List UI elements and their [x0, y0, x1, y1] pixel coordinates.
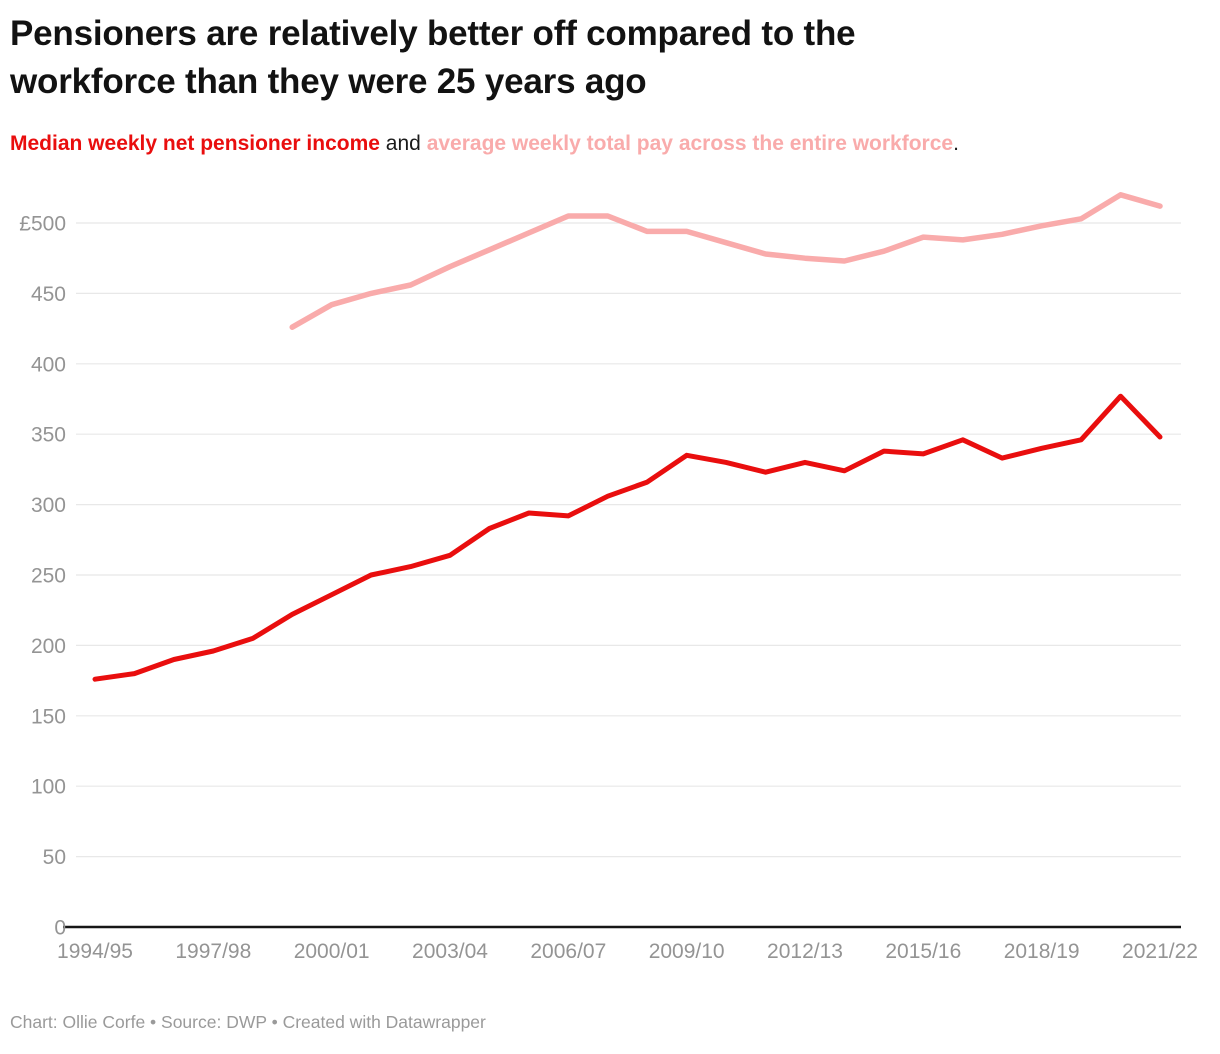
x-axis-label: 2000/01 — [294, 940, 370, 963]
subtitle-workforce-label: average weekly total pay across the enti… — [426, 132, 954, 155]
y-axis-label: 200 — [31, 635, 66, 658]
x-axis-label: 2003/04 — [412, 940, 488, 963]
y-axis-label: 150 — [31, 705, 66, 728]
y-axis-labels: 0 50 100 150 200 250 300 350 400 450 £500 — [19, 213, 66, 940]
chart-title-line2: workforce than they were 25 years ago — [10, 62, 647, 101]
x-axis-label: 2021/22 — [1122, 940, 1198, 963]
subtitle-period: . — [953, 132, 959, 155]
x-axis-label: 2015/16 — [885, 940, 961, 963]
y-axis-label: 300 — [31, 494, 66, 517]
subtitle-and-text: and — [385, 132, 421, 155]
y-axis-label: 50 — [43, 846, 66, 869]
subtitle-pensioner-label: Median weekly net pensioner income — [10, 132, 380, 155]
x-axis-label: 1997/98 — [175, 940, 251, 963]
x-axis-labels: 1994/95 1997/98 2000/01 2003/04 2006/07 2009/… — [57, 940, 1198, 963]
x-axis-label: 1994/95 — [57, 940, 133, 963]
chart-credit: Chart: Ollie Corfe • Source: DWP • Creat… — [10, 1012, 486, 1032]
x-axis-label: 2009/10 — [649, 940, 725, 963]
x-axis-label: 2012/13 — [767, 940, 843, 963]
y-axis-label: 400 — [31, 353, 66, 376]
pensioner-line — [92, 393, 1163, 682]
y-axis-label: 250 — [31, 565, 66, 588]
y-axis-label: £500 — [19, 213, 66, 236]
chart-subtitle: Median weekly net pensioner income and a… — [10, 131, 959, 157]
chart-title: Pensioners are relatively better off com… — [10, 10, 856, 106]
x-axis-label: 2018/19 — [1004, 940, 1080, 963]
y-axis-label: 0 — [54, 917, 66, 940]
workforce-line — [289, 192, 1163, 330]
x-axis-label: 2006/07 — [530, 940, 606, 963]
y-axis-label: 350 — [31, 424, 66, 447]
chart-title-line1: Pensioners are relatively better off com… — [10, 14, 856, 53]
y-axis-label: 450 — [31, 283, 66, 306]
y-gridlines — [63, 222, 1181, 929]
y-axis-label: 100 — [31, 776, 66, 799]
